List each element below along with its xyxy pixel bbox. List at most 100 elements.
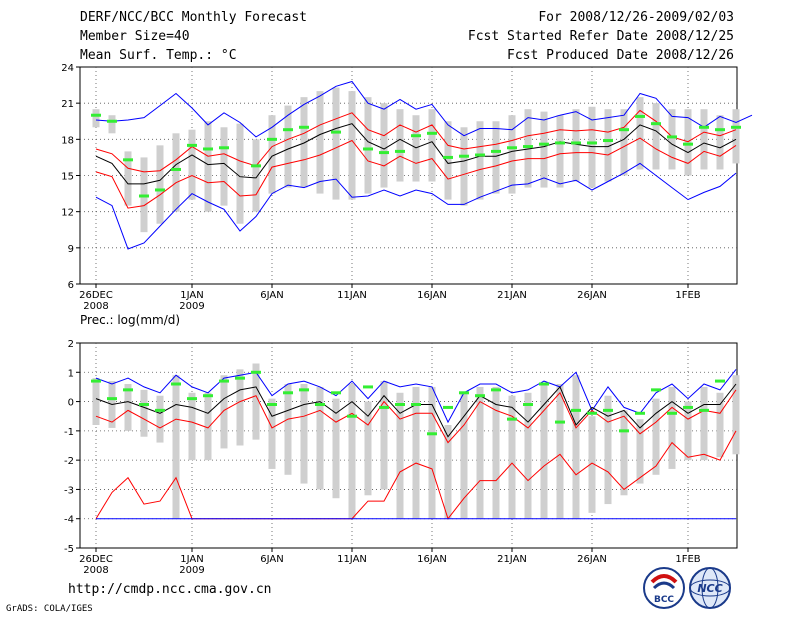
p1-spread-bar (204, 121, 212, 212)
p2-spread-bar (348, 384, 356, 519)
p2-spread-bar (140, 389, 148, 437)
p1-spread-bar (700, 109, 708, 170)
p1-spread-bar (332, 87, 340, 200)
p1-spread-bar (444, 121, 452, 200)
p2-spread-bar (300, 384, 308, 484)
p1-spread-bar (460, 127, 468, 206)
p2-y-tick-label: -5 (64, 544, 74, 555)
p1-spread-bar (380, 103, 388, 188)
p1-x-tick-sublabel: 2009 (179, 301, 204, 312)
p2-spread-bar (492, 386, 500, 519)
p1-spread-bar (284, 105, 292, 188)
p2-spread-bar (412, 386, 420, 519)
source-url[interactable]: http://cmdp.ncc.cma.gov.cn (68, 582, 272, 597)
p1-x-tick-label: 26DEC (79, 290, 113, 301)
p1-x-tick-label: 1JAN (180, 290, 203, 301)
p1-spread-bar (108, 115, 116, 134)
p1-spread-bar (156, 145, 164, 224)
p2-x-tick-label: 26JAN (577, 554, 607, 565)
p2-spread-bar (364, 401, 372, 496)
p1-spread-bar (716, 115, 724, 170)
p2-spread-bar (732, 375, 740, 455)
p1-spread-bar (188, 129, 196, 200)
p2-spread-bar (604, 395, 612, 505)
p1-spread-bar (732, 109, 740, 164)
member-size-label: Member Size=40 (80, 29, 190, 44)
p2-spread-bar (284, 384, 292, 475)
p2-spread-bar (236, 369, 244, 446)
p1-series-upper (95, 109, 737, 173)
p2-spread-bar (588, 416, 596, 513)
p1-x-tick-label: 26JAN (577, 290, 607, 301)
p2-y-tick-label: -1 (64, 427, 74, 438)
p1-series-lower (95, 137, 737, 209)
p2-spread-bar (668, 386, 676, 469)
p1-spread-bar (508, 115, 516, 194)
p1-spread-bar (124, 151, 132, 206)
p2-spread-bar (92, 378, 100, 425)
p1-y-tick-label: 12 (61, 208, 74, 219)
p2-spread-bar (636, 419, 644, 484)
ncc-logo-text: NCC (697, 582, 722, 595)
p2-spread-bar (460, 392, 468, 519)
p1-spread-bar (396, 109, 404, 182)
p1-spread-bar (588, 106, 596, 188)
p2-y-tick-label: -4 (64, 515, 74, 526)
p2-spread-bar (716, 392, 724, 458)
p1-spread-bar (92, 109, 100, 128)
p2-spread-bar (172, 375, 180, 519)
p1-x-tick-label: 21JAN (497, 290, 527, 301)
p2-spread-bar (700, 386, 708, 461)
p2-spread-bar (380, 381, 388, 490)
p2-spread-bar (268, 398, 276, 469)
p2-y-tick-label: 2 (68, 339, 74, 350)
p2-spread-bar (428, 386, 436, 519)
p1-y-tick-label: 18 (61, 135, 74, 146)
p1-spread-bar (412, 115, 420, 182)
produced-date-label: Fcst Produced Date 2008/12/26 (507, 48, 734, 63)
p1-y-tick-label: 21 (61, 99, 74, 110)
p2-x-tick-label: 21JAN (497, 554, 527, 565)
p2-y-tick-label: -2 (64, 456, 74, 467)
p2-spread-bar (124, 384, 132, 431)
p1-spread-bar (476, 121, 484, 200)
p2-spread-bar (524, 392, 532, 519)
p2-y-tick-label: 1 (68, 368, 74, 379)
p1-spread-bar (364, 97, 372, 194)
p1-spread-bar (684, 109, 692, 176)
p2-y-tick-label: -3 (64, 485, 74, 496)
p1-x-tick-sublabel: 2008 (83, 301, 108, 312)
p2-spread-bar (652, 398, 660, 475)
p1-spread-bar (316, 91, 324, 194)
p2-y-tick-label: 0 (68, 398, 74, 409)
chart-title: DERF/NCC/BCC Monthly Forecast (80, 10, 307, 25)
p2-spread-bar (396, 392, 404, 519)
p2-x-tick-label: 6JAN (260, 554, 283, 565)
precip-panel-title: Prec.: log(mm/d) (80, 313, 180, 327)
p1-spread-bar (572, 109, 580, 182)
p1-spread-bar (220, 127, 228, 206)
forecast-range-label: For 2008/12/26-2009/02/03 (538, 10, 734, 25)
grads-credit: GrADS: COLA/IGES (6, 604, 93, 614)
p1-series-max (95, 162, 737, 250)
p1-x-tick-label: 6JAN (260, 290, 283, 301)
p1-spread-bar (252, 139, 260, 212)
p2-spread-bar (220, 375, 228, 449)
ncc-logo: NCC (689, 567, 731, 609)
p1-x-tick-label: 16JAN (417, 290, 447, 301)
bcc-logo-text: BCC (654, 595, 674, 605)
variable-label: Mean Surf. Temp.: °C (80, 48, 237, 63)
p2-spread-bar (156, 395, 164, 443)
p2-spread-bar (204, 392, 212, 461)
started-date-label: Fcst Started Refer Date 2008/12/25 (467, 29, 734, 44)
p1-y-tick-label: 24 (61, 63, 74, 74)
p1-spread-bar (668, 109, 676, 170)
p2-x-tick-label: 1JAN (180, 554, 203, 565)
p1-series-median (95, 123, 737, 185)
p2-x-tick-sublabel: 2008 (83, 565, 108, 576)
p2-spread-bar (684, 401, 692, 461)
p2-spread-bar (476, 386, 484, 519)
p1-spread-bar (428, 109, 436, 182)
